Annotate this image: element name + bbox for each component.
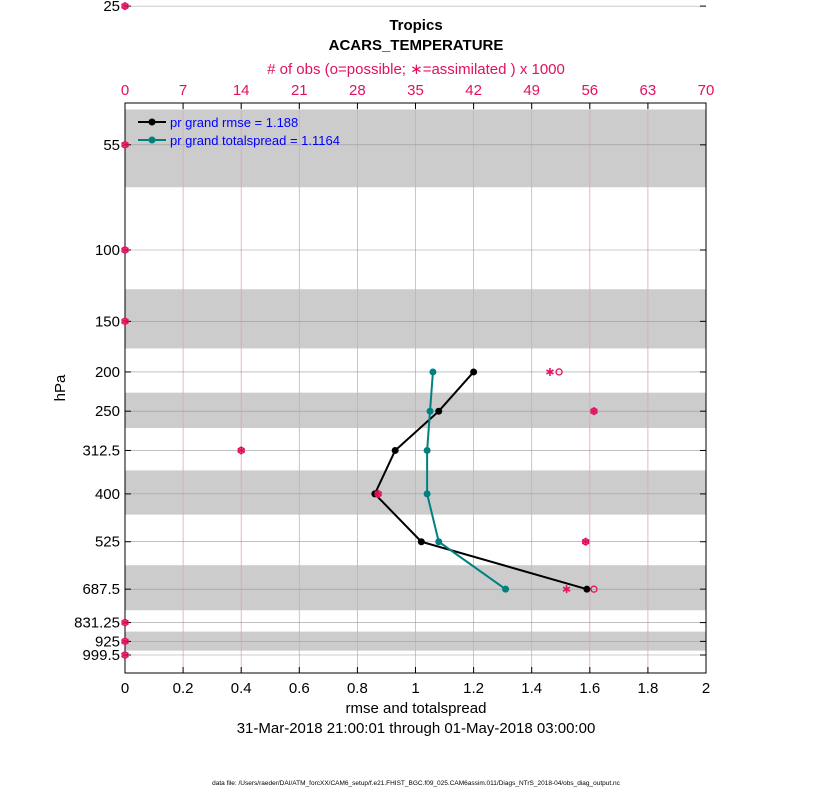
y-tick-label: 831.25 bbox=[74, 615, 120, 632]
x-tick-label: 0.4 bbox=[231, 680, 252, 697]
x-tick-label: 1.6 bbox=[579, 680, 600, 697]
date-range: 31-Mar-2018 21:00:01 through 01-May-2018… bbox=[237, 720, 596, 737]
rmse-point bbox=[435, 407, 443, 415]
spread-point bbox=[435, 538, 443, 546]
y-tick-label: 999.5 bbox=[82, 647, 120, 664]
legend-label-spread: pr grand totalspread = 1.1164 bbox=[170, 133, 340, 148]
x-tick-label: 1.8 bbox=[637, 680, 658, 697]
spread-point bbox=[426, 407, 434, 415]
obs-assimilated-marker bbox=[581, 537, 590, 546]
top-tick-label: 0 bbox=[121, 82, 129, 99]
legend-label-rmse: pr grand rmse = 1.188 bbox=[170, 115, 298, 130]
top-tick-label: 35 bbox=[407, 82, 424, 99]
y-tick-label: 25 bbox=[103, 0, 120, 15]
top-tick-label: 42 bbox=[465, 82, 482, 99]
spread-point bbox=[502, 585, 510, 593]
top-tick-label: 7 bbox=[179, 82, 187, 99]
top-tick-label: 21 bbox=[291, 82, 308, 99]
y-tick-label: 250 bbox=[95, 403, 120, 420]
spread-point bbox=[423, 490, 431, 498]
series-lines bbox=[371, 368, 591, 593]
x-tick-label: 2 bbox=[702, 680, 710, 697]
top-tick-label: 14 bbox=[233, 82, 250, 99]
top-tick-label: 49 bbox=[523, 82, 540, 99]
y-tick-label: 312.5 bbox=[82, 442, 120, 459]
x-tick-label: 0.6 bbox=[289, 680, 310, 697]
y-tick-label: 925 bbox=[95, 633, 120, 650]
y-tick-label: 687.5 bbox=[82, 581, 120, 598]
spread-point bbox=[423, 446, 431, 454]
spread-point bbox=[429, 368, 437, 376]
legend: pr grand rmse = 1.188 pr grand totalspre… bbox=[138, 115, 340, 148]
footer-file-path: data file: /Users/raeder/DAI/ATM_forcXX/… bbox=[212, 780, 621, 787]
obs-assimilated-marker bbox=[237, 446, 246, 455]
x-tick-label: 0.8 bbox=[347, 680, 368, 697]
obs-assimilated-marker bbox=[121, 637, 129, 646]
y-axis-label: hPa bbox=[52, 374, 69, 401]
y-tick-label: 150 bbox=[95, 313, 120, 330]
obs-assimilated-marker bbox=[374, 489, 383, 498]
y-tick-label: 55 bbox=[103, 137, 120, 154]
grid-lines bbox=[125, 5, 706, 673]
legend-marker-rmse bbox=[148, 118, 156, 126]
rmse-point bbox=[417, 538, 425, 546]
obs-possible-marker bbox=[555, 368, 563, 376]
x-tick-label: 1.4 bbox=[521, 680, 542, 697]
y-tick-label: 400 bbox=[95, 486, 120, 503]
x-tick-label: 1.2 bbox=[463, 680, 484, 697]
legend-marker-spread bbox=[148, 136, 156, 144]
rmse-point bbox=[391, 446, 399, 454]
top-tick-label: 28 bbox=[349, 82, 366, 99]
chart-title: Tropics bbox=[389, 17, 442, 34]
y-tick-label: 200 bbox=[95, 364, 120, 381]
obs-count-markers bbox=[121, 2, 598, 659]
top-axis-label: # of obs (o=possible; ∗=assimilated ) x … bbox=[267, 61, 565, 78]
obs-assimilated-marker bbox=[121, 140, 129, 149]
x-tick-label: 0 bbox=[121, 680, 129, 697]
x-axis-label: rmse and totalspread bbox=[346, 700, 487, 717]
top-tick-label: 63 bbox=[640, 82, 657, 99]
rmse-point bbox=[583, 585, 591, 593]
obs-assimilated-marker bbox=[121, 2, 129, 11]
y-tick-label: 100 bbox=[95, 242, 120, 259]
x-tick-label: 1 bbox=[411, 680, 419, 697]
obs-assimilated-marker bbox=[121, 317, 129, 326]
obs-assimilated-marker bbox=[121, 651, 129, 659]
top-tick-label: 56 bbox=[581, 82, 598, 99]
obs-assimilated-marker bbox=[546, 367, 554, 376]
obs-assimilated-marker bbox=[562, 585, 571, 594]
obs-assimilated-marker bbox=[121, 246, 129, 254]
spread-line bbox=[426, 371, 507, 590]
y-tick-label: 525 bbox=[95, 534, 120, 551]
top-tick-label: 70 bbox=[698, 82, 715, 99]
chart-subtitle: ACARS_TEMPERATURE bbox=[329, 37, 504, 54]
axis-ticks: 0 0.2 0.4 0.6 0.8 1 1.2 1.4 1.6 1.8 2 0 7 14 21 28 35 42 4… bbox=[74, 0, 714, 697]
obs-assimilated-marker bbox=[121, 618, 129, 627]
x-tick-label: 0.2 bbox=[173, 680, 194, 697]
rmse-point bbox=[470, 368, 478, 376]
obs-possible-marker bbox=[590, 585, 598, 593]
obs-assimilated-marker bbox=[590, 407, 598, 416]
